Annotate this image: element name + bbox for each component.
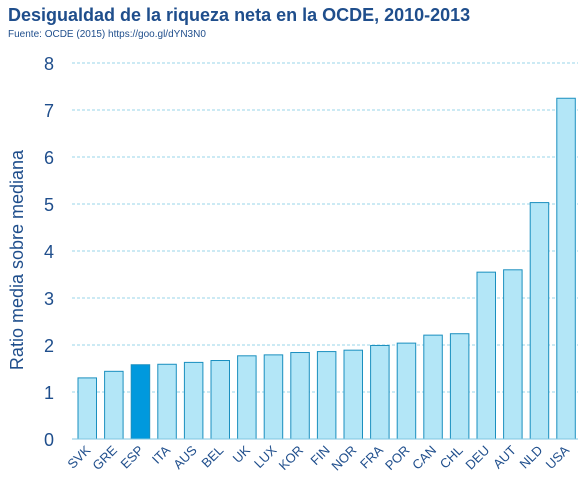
x-tick-label: UK	[230, 442, 254, 466]
bars	[77, 97, 576, 440]
x-tick-label: USA	[543, 442, 573, 472]
bar-chl	[449, 333, 470, 440]
y-tick-label: 0	[44, 430, 54, 450]
x-tick-label: ITA	[149, 442, 173, 466]
x-tick-label: CAN	[409, 443, 439, 473]
y-tick-label: 6	[44, 148, 54, 168]
x-tick-label: LUX	[251, 442, 280, 471]
y-tick-label: 8	[44, 54, 54, 74]
chart-source: Fuente: OCDE (2015) https://goo.gl/dYN3N…	[8, 29, 206, 40]
bar-usa	[556, 97, 576, 440]
y-tick-label: 3	[44, 289, 54, 309]
bar-nor	[343, 349, 363, 440]
x-tick-label: NOR	[328, 443, 359, 474]
bar-esp	[130, 364, 151, 440]
y-axis-label: Ratio media sobre mediana	[7, 149, 27, 370]
chart-title: Desigualdad de la riqueza neta en la OCD…	[8, 5, 471, 25]
y-tick-label: 2	[44, 336, 54, 356]
grid-lines	[72, 62, 578, 393]
bar-ita	[157, 363, 177, 440]
bar-nld	[529, 202, 550, 440]
x-tick-label: SVK	[64, 442, 93, 471]
bar-aus	[183, 361, 204, 440]
bar-can	[423, 334, 443, 440]
y-tick-label: 4	[44, 242, 54, 262]
y-tick-label: 7	[44, 101, 54, 121]
bar-por	[396, 342, 417, 440]
x-tick-label: BEL	[198, 443, 226, 471]
x-tick-label: ESP	[118, 443, 147, 472]
x-tick-label: CHL	[437, 443, 466, 472]
bar-uk	[237, 355, 257, 440]
bar-deu	[476, 271, 496, 440]
x-tick-label: AUT	[490, 442, 519, 471]
bar-fin	[316, 351, 337, 440]
y-tick-label: 1	[44, 383, 54, 403]
x-tick-label: AUS	[170, 442, 200, 472]
bar-lux	[263, 354, 284, 440]
bar-svk	[77, 377, 97, 440]
x-tick-label: FRA	[357, 442, 386, 471]
bar-gre	[104, 370, 124, 440]
bar-bel	[210, 360, 230, 440]
x-tick-label: DEU	[462, 443, 492, 473]
x-tick-label: POR	[382, 443, 413, 474]
x-tick-label: GRE	[89, 442, 120, 473]
x-tick-label: KOR	[276, 443, 307, 474]
bar-fra	[370, 344, 390, 440]
y-tick-labels: 0 1 2 3 4 5 6 7 8	[44, 54, 54, 450]
bar-aut	[503, 269, 523, 440]
y-tick-label: 5	[44, 195, 54, 215]
x-tick-label: NLD	[517, 443, 546, 472]
bar-kor	[290, 352, 310, 440]
